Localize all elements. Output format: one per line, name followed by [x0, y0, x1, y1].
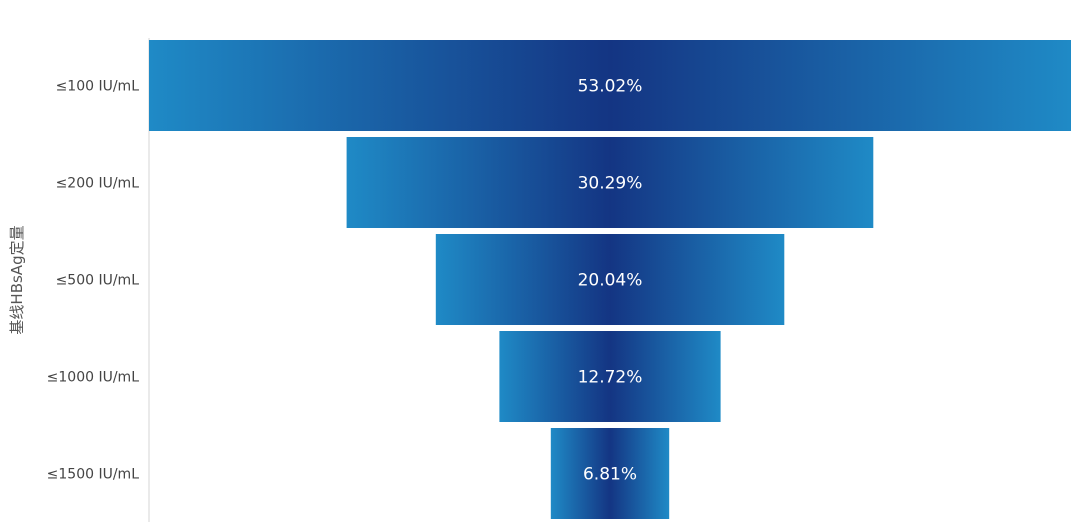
value-label: 6.81%	[583, 465, 637, 485]
funnel-bar	[149, 40, 1071, 131]
funnel-bar	[499, 331, 721, 422]
category-label: ≤1500 IU/mL	[47, 467, 140, 483]
category-label: ≤500 IU/mL	[56, 273, 140, 289]
value-labels: 53.02% 30.29% 20.04% 12.72% 6.81%	[578, 77, 643, 485]
category-labels: ≤100 IU/mL ≤200 IU/mL ≤500 IU/mL ≤1000 IU/m…	[47, 79, 140, 483]
value-label: 12.72%	[578, 368, 643, 388]
y-axis-title: 基线HBsAg定量	[8, 225, 26, 334]
funnel-bars	[149, 40, 1071, 519]
value-label: 53.02%	[578, 77, 643, 97]
category-label: ≤200 IU/mL	[56, 176, 140, 192]
funnel-bar	[550, 428, 670, 519]
funnel-bar	[435, 234, 785, 325]
category-label: ≤1000 IU/mL	[47, 370, 140, 386]
category-label: ≤100 IU/mL	[56, 79, 140, 95]
value-label: 30.29%	[578, 174, 643, 194]
funnel-bar	[346, 137, 874, 228]
value-label: 20.04%	[578, 271, 643, 291]
